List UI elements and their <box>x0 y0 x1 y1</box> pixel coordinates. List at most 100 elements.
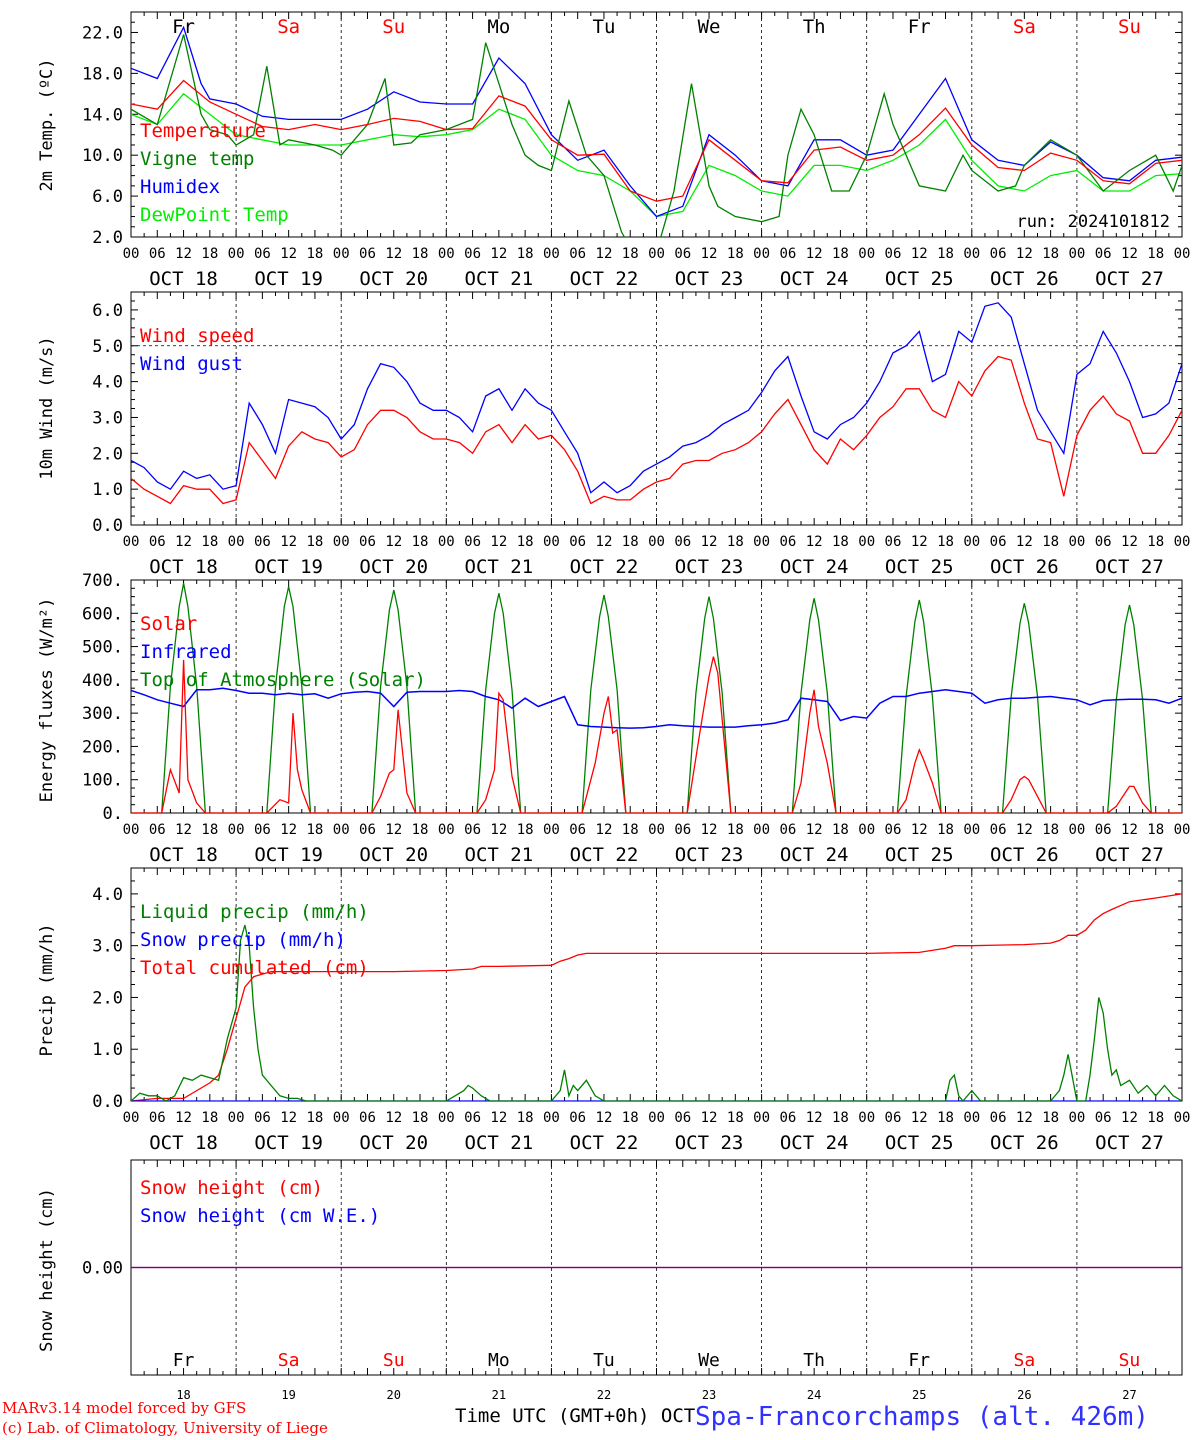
hour-tick-label: 18 <box>306 1110 323 1126</box>
day-name-label: Th <box>803 16 826 38</box>
hour-tick-label: 06 <box>885 822 902 838</box>
hour-tick-label: 18 <box>622 534 639 550</box>
hour-tick-label: 18 <box>1042 534 1059 550</box>
date-label: OCT 21 <box>465 1132 534 1154</box>
hour-tick-label: 12 <box>806 822 823 838</box>
hour-tick-label: 06 <box>569 534 586 550</box>
hour-tick-label: 12 <box>490 246 507 262</box>
hour-tick-label: 06 <box>464 534 481 550</box>
date-label: OCT 23 <box>675 1132 744 1154</box>
hour-tick-label: 00 <box>753 822 770 838</box>
date-label: OCT 18 <box>149 1132 218 1154</box>
date-label: OCT 22 <box>570 556 639 578</box>
y-tick-label: 500. <box>82 638 123 658</box>
hour-tick-label: 12 <box>385 822 402 838</box>
hour-tick-label: 06 <box>359 534 376 550</box>
hour-tick-label: 18 <box>727 822 744 838</box>
y-tick-label: 18.0 <box>82 64 123 84</box>
hour-tick-label: 18 <box>832 1110 849 1126</box>
hour-tick-label: 18 <box>832 246 849 262</box>
date-label: OCT 19 <box>254 844 323 866</box>
hour-tick-label: 18 <box>201 1110 218 1126</box>
day-number-label: 25 <box>912 1388 926 1402</box>
y-tick-label: 6.0 <box>92 187 123 207</box>
date-label: OCT 26 <box>990 844 1059 866</box>
series-line-vigne-temp <box>131 34 1182 237</box>
hour-tick-label: 12 <box>385 1110 402 1126</box>
hour-tick-label: 00 <box>228 246 245 262</box>
hour-tick-label: 18 <box>727 246 744 262</box>
station-title: Spa-Francorchamps (alt. 426m) <box>695 1402 1149 1432</box>
day-name-label: Sa <box>1014 1350 1036 1371</box>
date-label: OCT 22 <box>570 844 639 866</box>
series-line-wind-speed <box>131 355 1182 505</box>
series-line-solar <box>131 656 1182 813</box>
hour-tick-label: 18 <box>306 822 323 838</box>
y-tick-label: 3.0 <box>92 937 123 957</box>
hour-tick-label: 06 <box>464 822 481 838</box>
y-tick-label: 100. <box>82 771 123 791</box>
date-label: OCT 26 <box>990 268 1059 290</box>
hour-tick-label: 06 <box>674 534 691 550</box>
hour-tick-label: 00 <box>963 246 980 262</box>
hour-tick-label: 18 <box>1042 1110 1059 1126</box>
date-label: OCT 27 <box>1095 556 1164 578</box>
hour-tick-label: 06 <box>779 246 796 262</box>
y-tick-label: 4.0 <box>92 885 123 905</box>
day-number-label: 19 <box>281 1388 295 1402</box>
day-name-label: Th <box>803 1350 825 1371</box>
hour-tick-label: 00 <box>543 1110 560 1126</box>
date-label: OCT 20 <box>359 1132 428 1154</box>
date-label: OCT 26 <box>990 556 1059 578</box>
hour-tick-label: 06 <box>885 1110 902 1126</box>
day-name-label: Sa <box>277 16 300 38</box>
hour-tick-label: 18 <box>1147 1110 1164 1126</box>
hour-tick-label: 00 <box>438 246 455 262</box>
date-label: OCT 24 <box>780 1132 849 1154</box>
legend-entry: Snow height (cm) <box>140 1177 323 1199</box>
hour-tick-label: 00 <box>1174 534 1191 550</box>
legend-entry: Solar <box>140 613 197 635</box>
hour-tick-label: 00 <box>1174 246 1191 262</box>
hour-tick-label: 06 <box>149 246 166 262</box>
day-number-label: 26 <box>1017 1388 1031 1402</box>
hour-tick-label: 06 <box>1095 822 1112 838</box>
hour-tick-label: 06 <box>359 822 376 838</box>
date-label: OCT 27 <box>1095 844 1164 866</box>
hour-tick-label: 12 <box>911 534 928 550</box>
hour-tick-label: 12 <box>1121 1110 1138 1126</box>
day-number-label: 23 <box>702 1388 716 1402</box>
legend-entry: Temperature <box>140 120 266 142</box>
y-tick-label: 3.0 <box>92 408 123 428</box>
day-number-label: 18 <box>176 1388 190 1402</box>
hour-tick-label: 00 <box>438 534 455 550</box>
hour-tick-label: 00 <box>123 246 140 262</box>
hour-tick-label: 12 <box>911 822 928 838</box>
hour-tick-label: 18 <box>832 822 849 838</box>
y-tick-label: 200. <box>82 737 123 757</box>
date-label: OCT 22 <box>570 1132 639 1154</box>
hour-tick-label: 12 <box>175 534 192 550</box>
hour-tick-label: 00 <box>858 246 875 262</box>
hour-tick-label: 18 <box>1042 246 1059 262</box>
day-name-label: Fr <box>172 16 195 38</box>
series-line-temperature <box>131 79 1182 202</box>
hour-tick-label: 06 <box>254 534 271 550</box>
hour-tick-label: 00 <box>753 534 770 550</box>
hour-tick-label: 00 <box>963 1110 980 1126</box>
hour-tick-label: 06 <box>569 1110 586 1126</box>
hour-tick-label: 00 <box>1174 822 1191 838</box>
hour-tick-label: 00 <box>1068 534 1085 550</box>
hour-tick-label: 12 <box>701 246 718 262</box>
day-name-label: Fr <box>908 16 931 38</box>
day-name-label: Fr <box>908 1350 930 1371</box>
hour-tick-label: 18 <box>201 822 218 838</box>
hour-tick-label: 18 <box>1147 822 1164 838</box>
legend-entry: DewPoint Temp <box>140 204 289 226</box>
date-label: OCT 21 <box>465 268 534 290</box>
hour-tick-label: 06 <box>149 822 166 838</box>
hour-tick-label: 06 <box>569 246 586 262</box>
day-name-label: We <box>698 1350 720 1371</box>
